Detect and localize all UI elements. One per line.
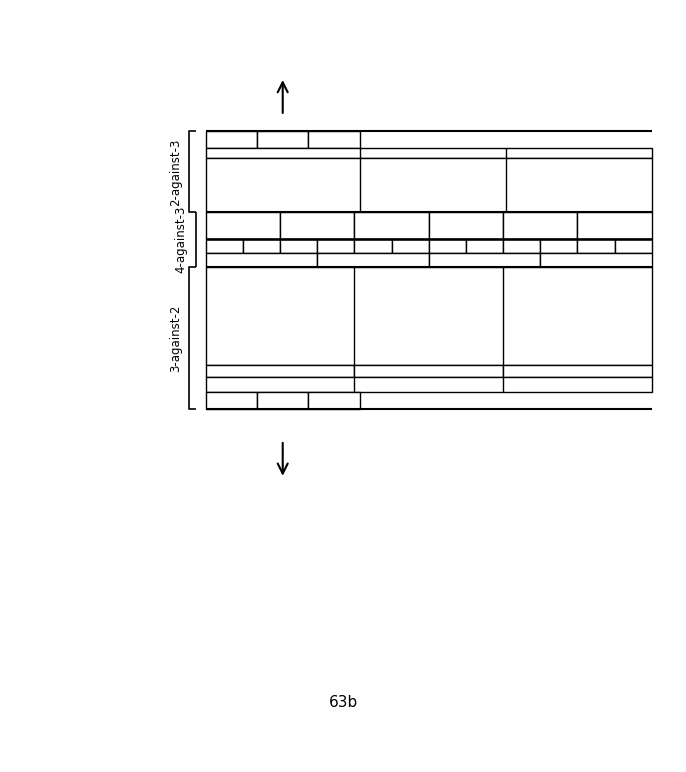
Bar [503,212,578,239]
Bar [578,212,652,239]
Bar [578,239,615,253]
Bar [280,239,317,253]
Bar [429,212,503,239]
Bar [206,378,652,392]
Bar [355,239,392,253]
Bar [503,365,652,378]
Bar [206,365,355,378]
Text: 2-against-3: 2-against-3 [169,138,182,205]
Bar [206,212,280,239]
Bar [206,158,652,212]
Bar [206,266,652,365]
Bar [541,253,652,266]
Bar [257,392,308,409]
Bar [309,392,359,409]
Text: 63b: 63b [329,695,357,710]
Bar [615,239,652,253]
Text: 4-against-3: 4-against-3 [174,206,187,273]
Bar [317,239,355,253]
Bar [317,253,429,266]
Bar [466,239,503,253]
Bar [541,239,578,253]
Bar [429,253,541,266]
Bar [355,212,429,239]
Bar [392,239,429,253]
Bar [280,212,355,239]
Bar [503,239,541,253]
Bar [355,365,503,378]
Bar [206,131,257,148]
Bar [243,239,280,253]
Text: 3-against-2: 3-against-2 [169,304,182,371]
Bar [206,239,243,253]
Bar [257,131,308,148]
Bar [206,253,317,266]
Bar [308,131,359,148]
Bar [206,148,652,158]
Bar [206,392,257,409]
Bar [429,239,466,253]
